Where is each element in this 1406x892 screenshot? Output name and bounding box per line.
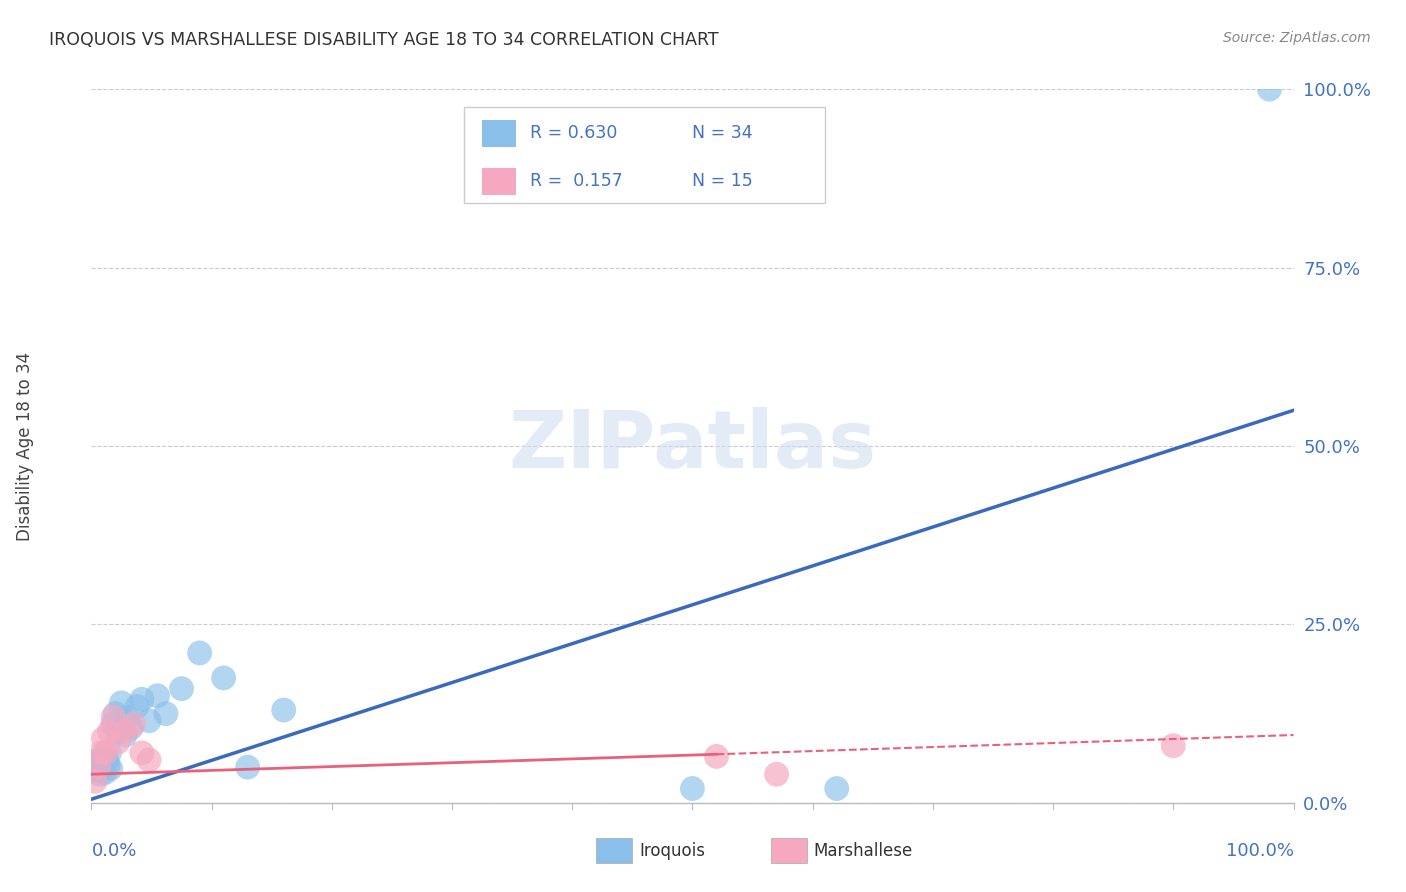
Point: [188, 646, 211, 660]
Text: IROQUOIS VS MARSHALLESE DISABILITY AGE 18 TO 34 CORRELATION CHART: IROQUOIS VS MARSHALLESE DISABILITY AGE 1…: [49, 31, 718, 49]
Point: [90, 756, 112, 771]
Point: [94, 746, 117, 760]
Point: [101, 717, 124, 731]
Point: [90, 746, 112, 760]
Point: [93, 749, 115, 764]
Point: [87, 760, 110, 774]
Point: [97, 758, 120, 772]
Point: [131, 746, 153, 760]
Point: [146, 689, 169, 703]
Point: [138, 753, 160, 767]
Point: [96, 755, 118, 769]
Point: [825, 781, 848, 796]
Point: [107, 724, 129, 739]
Point: [114, 728, 136, 742]
FancyBboxPatch shape: [770, 838, 807, 863]
Text: R =  0.157: R = 0.157: [530, 172, 623, 190]
Point: [101, 710, 124, 724]
Point: [155, 706, 177, 721]
Point: [125, 699, 148, 714]
Point: [84, 764, 107, 778]
Point: [104, 706, 127, 721]
Point: [87, 760, 110, 774]
Text: N = 34: N = 34: [692, 125, 754, 143]
Text: N = 15: N = 15: [692, 172, 754, 190]
Text: R = 0.630: R = 0.630: [530, 125, 617, 143]
Text: Iroquois: Iroquois: [640, 842, 706, 860]
Point: [706, 749, 728, 764]
Point: [110, 696, 132, 710]
Point: [89, 767, 111, 781]
Point: [1161, 739, 1184, 753]
FancyBboxPatch shape: [482, 168, 516, 194]
Point: [93, 765, 115, 780]
Point: [94, 753, 117, 767]
Point: [765, 767, 787, 781]
Point: [98, 724, 121, 739]
Text: Marshallese: Marshallese: [814, 842, 912, 860]
Point: [86, 753, 108, 767]
Text: Disability Age 18 to 34: Disability Age 18 to 34: [17, 351, 34, 541]
Point: [236, 760, 259, 774]
Text: Source: ZipAtlas.com: Source: ZipAtlas.com: [1223, 31, 1371, 45]
Point: [1258, 82, 1281, 96]
FancyBboxPatch shape: [464, 107, 825, 203]
FancyBboxPatch shape: [596, 838, 633, 863]
Point: [273, 703, 295, 717]
Point: [120, 721, 142, 735]
Point: [117, 710, 139, 724]
Point: [83, 756, 105, 771]
Point: [93, 731, 115, 746]
FancyBboxPatch shape: [482, 120, 516, 147]
Point: [100, 762, 122, 776]
Point: [212, 671, 235, 685]
Point: [107, 735, 129, 749]
Point: [114, 724, 136, 739]
Point: [170, 681, 193, 696]
Text: 0.0%: 0.0%: [91, 842, 136, 860]
Text: ZIPatlas: ZIPatlas: [509, 407, 876, 485]
Point: [138, 714, 160, 728]
Point: [98, 746, 121, 760]
Point: [91, 762, 114, 776]
Point: [84, 774, 107, 789]
Point: [122, 717, 145, 731]
Point: [681, 781, 703, 796]
Text: 100.0%: 100.0%: [1226, 842, 1294, 860]
Point: [131, 692, 153, 706]
